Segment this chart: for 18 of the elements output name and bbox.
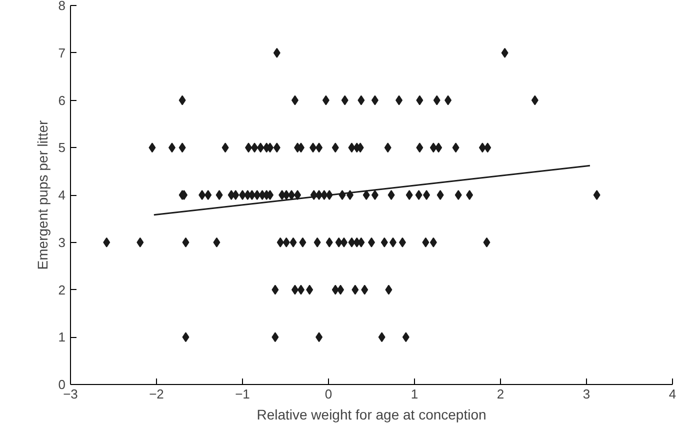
x-tick-label: −1 [235, 386, 250, 402]
y-tick-label: 0 [58, 377, 66, 392]
y-tick-label: 4 [58, 188, 66, 202]
x-tick-label: 3 [582, 386, 590, 402]
y-tick-label: 3 [58, 234, 66, 250]
x-axis-title: Relative weight for age at conception [256, 406, 486, 422]
x-tick-label: −2 [149, 386, 164, 402]
y-tick-label: 1 [58, 330, 66, 345]
y-tick-label: 8 [58, 0, 66, 13]
x-tick-label: 2 [496, 386, 504, 402]
y-tick-label: 2 [58, 282, 66, 298]
y-tick-label: 6 [58, 92, 66, 108]
y-tick-label: 7 [58, 45, 66, 60]
y-axis-title: Emergent pups per litter [34, 120, 50, 270]
x-tick-label: 1 [410, 386, 418, 402]
y-tick-label: 5 [58, 140, 66, 156]
x-tick-label: 4 [668, 386, 676, 402]
x-tick-label: 0 [324, 386, 332, 402]
